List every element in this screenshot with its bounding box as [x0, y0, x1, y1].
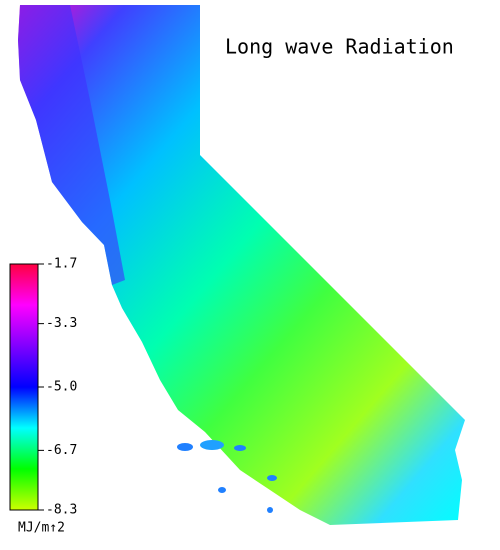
colorbar-tick-label: -3.3	[46, 316, 77, 331]
island	[177, 443, 193, 451]
island	[234, 445, 246, 451]
island	[267, 475, 277, 481]
coast-strip	[18, 5, 125, 285]
island	[200, 440, 224, 450]
colorbar-bar	[9, 263, 39, 511]
colorbar-tick-label: -1.7	[46, 257, 77, 272]
colorbar: -1.7 -3.3 -5.0 -6.7 -8.3	[9, 257, 77, 518]
island	[218, 487, 226, 493]
map-title: Long wave Radiation	[225, 35, 454, 59]
colorbar-unit: MJ/m↑2	[18, 521, 65, 536]
colorbar-tick-label: -6.7	[46, 443, 77, 458]
colorbar-tick-label: -8.3	[46, 503, 77, 518]
colorbar-tick-label: -5.0	[46, 380, 77, 395]
island	[267, 507, 273, 513]
state-shape	[18, 5, 465, 525]
